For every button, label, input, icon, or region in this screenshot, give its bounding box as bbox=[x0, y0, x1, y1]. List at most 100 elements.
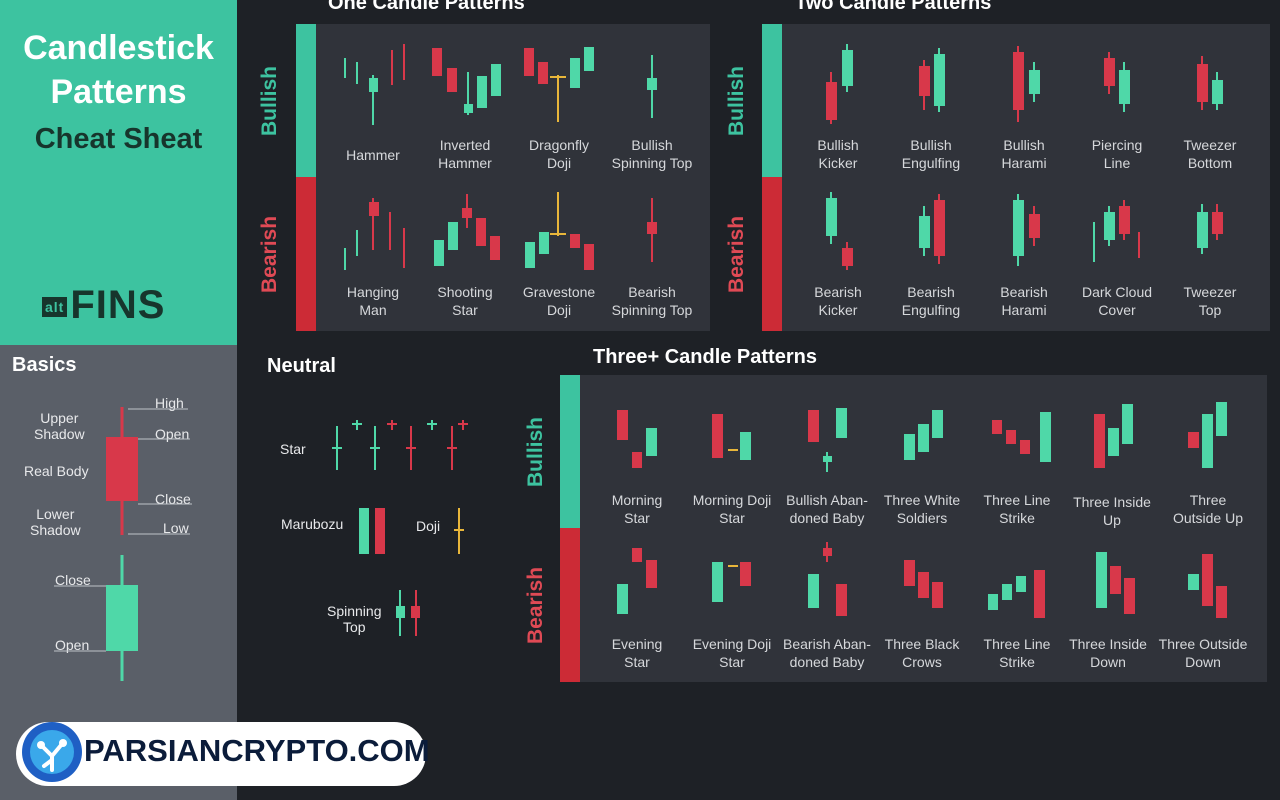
marubozu-candles bbox=[359, 508, 385, 554]
cap-bearish-spinning-top: Bearish Spinning Top bbox=[611, 284, 693, 318]
neutral-spinning-top-label: Spinning Top bbox=[327, 603, 382, 635]
cap-inverted-hammer: Inverted Hammer bbox=[438, 137, 492, 171]
three-candle-title: Three+ Candle Patterns bbox=[593, 346, 817, 368]
evening-star-candles bbox=[617, 548, 657, 614]
three-candle-sidebar bbox=[560, 375, 580, 682]
cap-morning-star: Morning Star bbox=[611, 492, 663, 526]
subtitle: Cheat Sheat bbox=[34, 123, 203, 155]
three-candle-panel bbox=[560, 375, 1267, 682]
cap-dark-cloud-cover: Dark Cloud Cover bbox=[1081, 284, 1153, 318]
three-line-strike-bear-candles bbox=[988, 570, 1045, 618]
logo-glyph bbox=[30, 730, 74, 774]
cap-tweezer-top: Tweezer Top bbox=[1183, 284, 1237, 318]
cap-piercing-line: Piercing Line bbox=[1091, 137, 1143, 171]
spinning-top-candles bbox=[396, 590, 420, 636]
tweezer-bottom-candles bbox=[1197, 56, 1223, 110]
close2-label: Close bbox=[55, 572, 91, 588]
real-body-label: Real Body bbox=[24, 463, 89, 479]
logo-small-text: alt bbox=[42, 297, 68, 318]
cap-three-inside-up: Three Inside Up bbox=[1073, 494, 1151, 528]
cap-gravestone-doji: Gravestone Doji bbox=[522, 284, 596, 318]
cap-three-line-strike-bull: Three Line Strike bbox=[983, 492, 1051, 526]
title-line2: Patterns bbox=[50, 73, 187, 111]
three-black-crows-candles bbox=[904, 560, 943, 608]
bullish-abandoned-baby-candles bbox=[808, 408, 847, 472]
three-outside-down-candles bbox=[1188, 554, 1227, 618]
neutral-star-label: Star bbox=[280, 441, 306, 457]
basics-diagram bbox=[54, 407, 192, 681]
morning-star-candles bbox=[617, 410, 657, 468]
morning-doji-star-candles bbox=[712, 414, 751, 460]
low-label: Low bbox=[163, 520, 189, 536]
hanging-man-candles bbox=[344, 198, 405, 270]
three-outside-up-candles bbox=[1188, 402, 1227, 468]
two-candle-sidebar bbox=[762, 24, 782, 331]
bearish-spinning-top-candle bbox=[647, 198, 657, 262]
close-label: Close bbox=[155, 491, 191, 507]
cap-bullish-spinning-top: Bullish Spinning Top bbox=[611, 137, 693, 171]
cap-bearish-harami: Bearish Harami bbox=[1000, 284, 1048, 318]
high-label: High bbox=[155, 395, 184, 411]
one-candle-title: One Candle Patterns bbox=[328, 0, 525, 14]
cap-tweezer-bottom: Tweezer Bottom bbox=[1183, 137, 1237, 171]
bearish-kicker-candles bbox=[826, 192, 853, 270]
inverted-hammer-candles bbox=[432, 48, 501, 115]
bearish-engulfing-candles bbox=[919, 194, 945, 264]
cap-bullish-abandoned-baby: Bullish Aban- doned Baby bbox=[786, 492, 868, 526]
cap-three-line-strike-bear: Three Line Strike bbox=[983, 636, 1051, 670]
dark-cloud-cover-candles bbox=[1093, 200, 1140, 262]
cap-three-black-crows: Three Black Crows bbox=[884, 636, 960, 670]
bullish-spinning-top-candle bbox=[647, 55, 657, 118]
cap-evening-doji-star: Evening Doji Star bbox=[692, 636, 772, 670]
cap-bullish-harami: Bullish Harami bbox=[1001, 137, 1047, 171]
bearish-harami-candles bbox=[1013, 194, 1040, 266]
cap-bullish-engulfing: Bullish Engulfing bbox=[901, 137, 961, 171]
one-candle-sidebar bbox=[296, 24, 316, 331]
upper-shadow-label: Upper Shadow bbox=[34, 410, 85, 442]
open2-label: Open bbox=[55, 637, 90, 653]
one-candle-panel bbox=[296, 24, 710, 331]
cap-dragonfly-doji: Dragonfly Doji bbox=[529, 137, 589, 171]
watermark-text: PARSIANCRYPTO.COM bbox=[84, 733, 430, 768]
lower-shadow-label: Lower Shadow bbox=[30, 506, 81, 538]
cap-hanging-man: Hanging Man bbox=[346, 284, 400, 318]
cap-evening-star: Evening Star bbox=[611, 636, 663, 670]
cap-three-inside-down: Three Inside Down bbox=[1069, 636, 1147, 670]
parsiancrypto-logo-icon bbox=[22, 722, 82, 782]
hammer-candles bbox=[344, 44, 405, 125]
evening-doji-star-candles bbox=[712, 562, 751, 602]
three-line-strike-bull-candles bbox=[992, 412, 1051, 462]
title-panel: Candlestick Patterns Cheat Sheat alt FINS bbox=[0, 0, 237, 345]
shooting-star-candles bbox=[434, 194, 500, 266]
bullish-engulfing-candles bbox=[919, 48, 945, 112]
cap-bearish-abandoned-baby: Bearish Aban- doned Baby bbox=[783, 636, 871, 670]
dragonfly-doji-candles bbox=[524, 47, 594, 122]
cap-bearish-kicker: Bearish Kicker bbox=[814, 284, 862, 318]
cap-three-white-soldiers: Three White Soldiers bbox=[883, 492, 961, 526]
title-line1: Candlestick bbox=[23, 29, 214, 67]
tweezer-top-candles bbox=[1197, 204, 1223, 254]
basics-title: Basics bbox=[12, 354, 77, 376]
cap-three-outside-down: Three Outside Down bbox=[1158, 636, 1248, 670]
altfins-logo: alt FINS bbox=[42, 283, 165, 328]
neutral-marubozu-label: Marubozu bbox=[281, 516, 344, 532]
neutral-star-candles bbox=[332, 420, 468, 470]
neutral-title: Neutral bbox=[267, 355, 336, 377]
two-candle-title: Two Candle Patterns bbox=[795, 0, 992, 14]
three-inside-down-candles bbox=[1096, 552, 1135, 614]
piercing-line-candles bbox=[1104, 52, 1130, 112]
watermark-badge bbox=[16, 722, 426, 786]
three-inside-up-candles bbox=[1094, 404, 1133, 468]
three-white-soldiers-candles bbox=[904, 410, 943, 460]
cap-hammer: Hammer bbox=[346, 147, 400, 163]
gravestone-doji-candles bbox=[525, 192, 594, 270]
open-label: Open bbox=[155, 426, 190, 442]
neutral-doji-label: Doji bbox=[416, 518, 441, 534]
doji-candle bbox=[454, 508, 464, 554]
cap-shooting-star: Shooting Star bbox=[437, 284, 493, 318]
cap-bearish-engulfing: Bearish Engulfing bbox=[901, 284, 961, 318]
logo-big-text: FINS bbox=[70, 283, 166, 327]
bullish-harami-candles bbox=[1013, 46, 1040, 122]
bullish-kicker-candles bbox=[826, 44, 853, 124]
